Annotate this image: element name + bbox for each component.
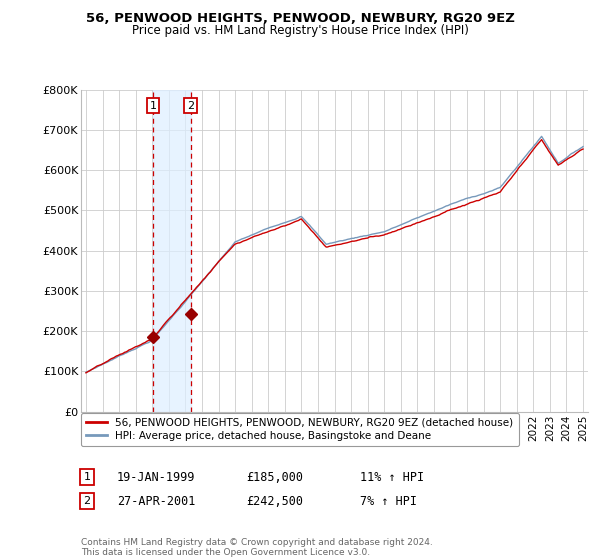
Text: 27-APR-2001: 27-APR-2001 [117,494,196,508]
Text: 2: 2 [187,101,194,111]
Text: Contains HM Land Registry data © Crown copyright and database right 2024.
This d: Contains HM Land Registry data © Crown c… [81,538,433,557]
Text: 11% ↑ HPI: 11% ↑ HPI [360,470,424,484]
Text: £242,500: £242,500 [246,494,303,508]
Legend: 56, PENWOOD HEIGHTS, PENWOOD, NEWBURY, RG20 9EZ (detached house), HPI: Average p: 56, PENWOOD HEIGHTS, PENWOOD, NEWBURY, R… [81,413,519,446]
Text: 56, PENWOOD HEIGHTS, PENWOOD, NEWBURY, RG20 9EZ: 56, PENWOOD HEIGHTS, PENWOOD, NEWBURY, R… [86,12,514,25]
Bar [153,90,191,412]
Text: 2: 2 [83,496,91,506]
Text: 1: 1 [149,101,157,111]
Text: 19-JAN-1999: 19-JAN-1999 [117,470,196,484]
Text: 7% ↑ HPI: 7% ↑ HPI [360,494,417,508]
Text: £185,000: £185,000 [246,470,303,484]
Text: Price paid vs. HM Land Registry's House Price Index (HPI): Price paid vs. HM Land Registry's House … [131,24,469,36]
Text: 1: 1 [83,472,91,482]
